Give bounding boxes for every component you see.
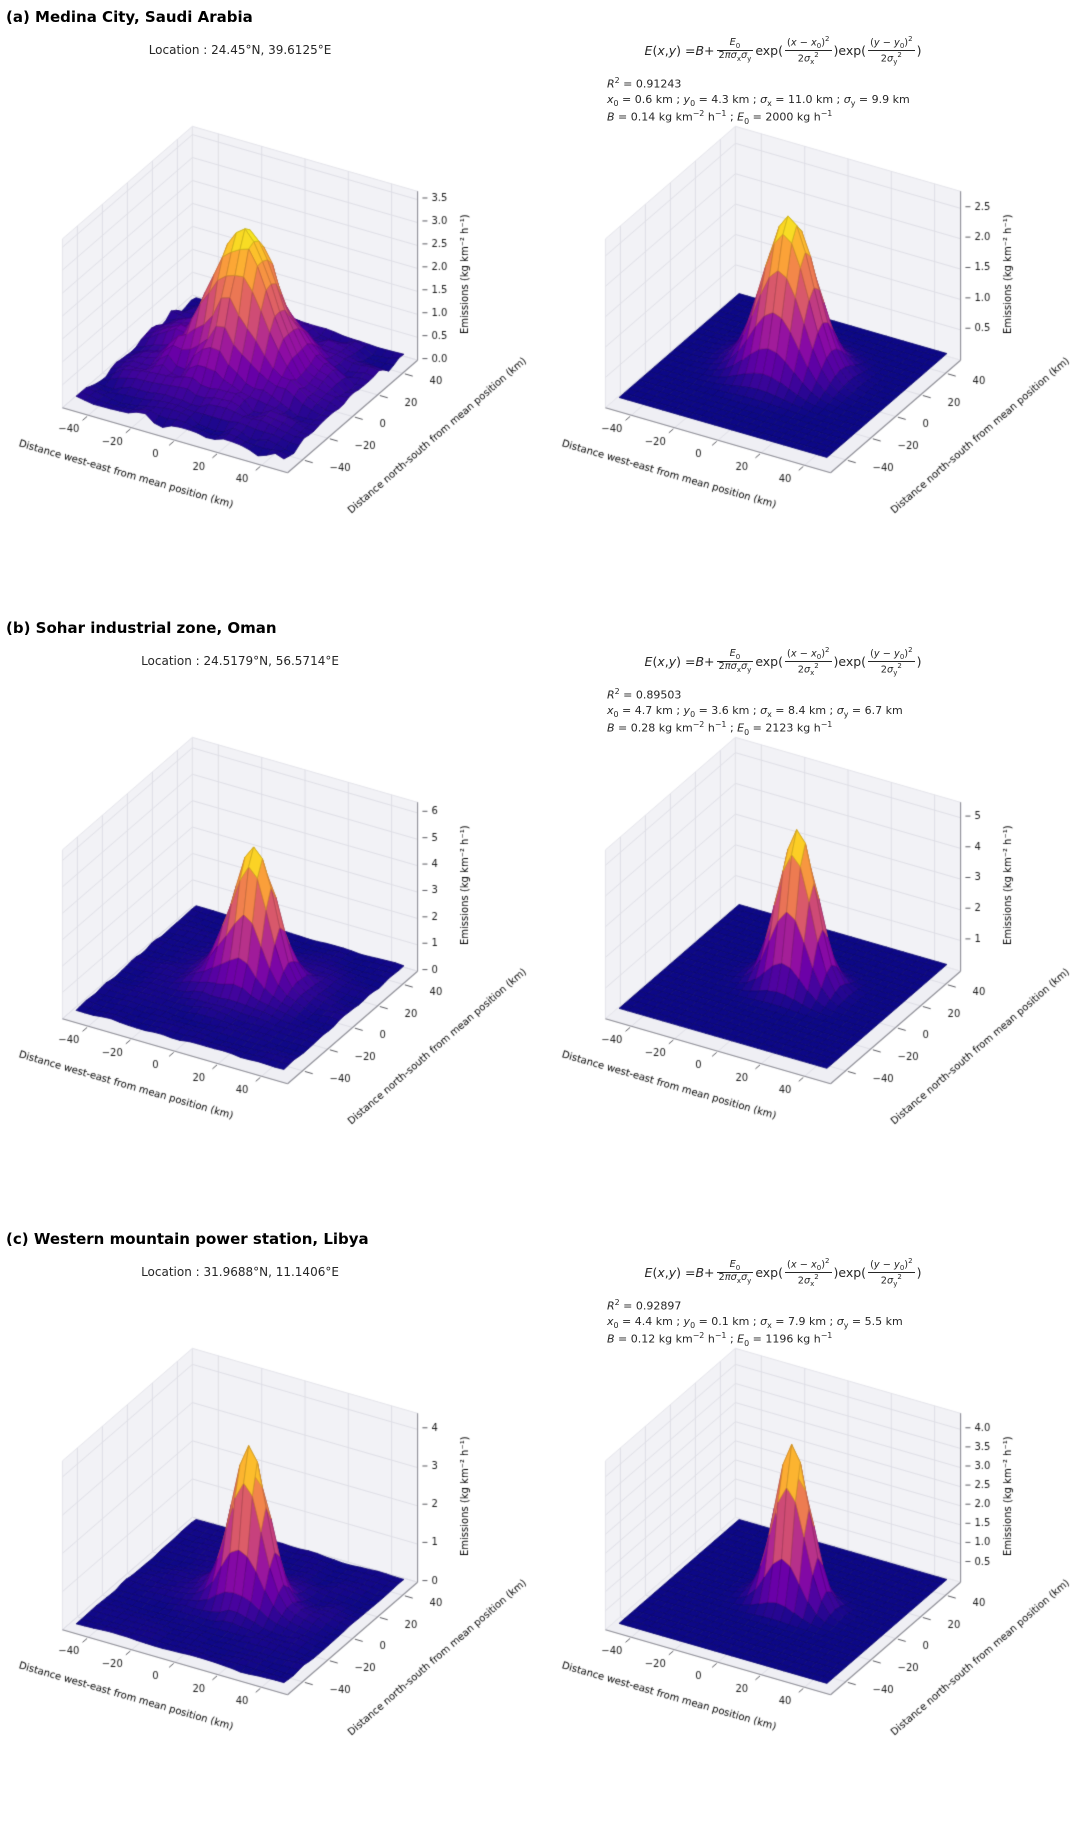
observed-surface-canvas-c — [0, 1294, 543, 1806]
fit-stats-a: R2 = 0.91243 x0 = 0.6 km ; y0 = 4.3 km ;… — [607, 76, 910, 128]
observed-surface-figure-b: Location : 24.5179°N, 56.5714°E — [0, 639, 543, 1195]
location-subtitle-a: Location : 24.45°N, 39.6125°E — [148, 43, 332, 57]
fit-equation-b: E(x, y) = B + E0 2πσxσy exp((x − x0)2 2σx2)… — [644, 644, 922, 677]
section-title-a: (a) Medina City, Saudi Arabia — [6, 8, 253, 26]
fit-equation-a: E(x, y) = B + E0 2πσxσy exp((x − x0)2 2σx2)… — [644, 33, 922, 66]
section-title-c: (c) Western mountain power station, Liby… — [6, 1230, 369, 1248]
fit-stats-c: R2 = 0.92897 x0 = 4.4 km ; y0 = 0.1 km ;… — [607, 1298, 903, 1350]
fit-params-line-b: x0 = 4.7 km ; y0 = 3.6 km ; σx = 8.4 km … — [607, 703, 903, 719]
observed-surface-figure-a: Location : 24.45°N, 39.6125°E — [0, 28, 543, 584]
r-squared-line-c: R2 = 0.92897 — [607, 1298, 682, 1313]
location-subtitle-c: Location : 31.9688°N, 11.1406°E — [141, 1265, 339, 1279]
fitted-surface-canvas-a — [543, 72, 1086, 584]
section-b: (b) Sohar industrial zone, Oman Location… — [0, 611, 1087, 1222]
fitted-surface-figure-c: E(x, y) = B + E0 2πσxσy exp((x − x0)2 2σx2)… — [543, 1250, 1086, 1806]
fitted-surface-canvas-c — [543, 1294, 1086, 1806]
fit-baseline-line-c: B = 0.12 kg km−2 h−1 ; E0 = 1196 kg h−1 — [607, 1331, 833, 1349]
observed-surface-figure-c: Location : 31.9688°N, 11.1406°E — [0, 1250, 543, 1806]
section-title-b: (b) Sohar industrial zone, Oman — [6, 619, 277, 637]
fit-equation-c: E(x, y) = B + E0 2πσxσy exp((x − x0)2 2σx2)… — [644, 1255, 922, 1288]
r-squared-line-a: R2 = 0.91243 — [607, 76, 682, 91]
figure-row-b: Location : 24.5179°N, 56.5714°E E(x, y) … — [0, 639, 1087, 1195]
figure-row-c: Location : 31.9688°N, 11.1406°E E(x, y) … — [0, 1250, 1087, 1806]
location-subtitle-b: Location : 24.5179°N, 56.5714°E — [141, 654, 339, 668]
fit-stats-b: R2 = 0.89503 x0 = 4.7 km ; y0 = 3.6 km ;… — [607, 687, 903, 739]
section-c: (c) Western mountain power station, Liby… — [0, 1222, 1087, 1833]
section-a: (a) Medina City, Saudi Arabia Location :… — [0, 0, 1087, 611]
fit-baseline-line-a: B = 0.14 kg km−2 h−1 ; E0 = 2000 kg h−1 — [607, 109, 833, 127]
fitted-surface-figure-b: E(x, y) = B + E0 2πσxσy exp((x − x0)2 2σx2)… — [543, 639, 1086, 1195]
observed-surface-canvas-a — [0, 72, 543, 584]
figure-row-a: Location : 24.45°N, 39.6125°E E(x, y) = … — [0, 28, 1087, 584]
fit-params-line-a: x0 = 0.6 km ; y0 = 4.3 km ; σx = 11.0 km… — [607, 92, 910, 108]
observed-surface-canvas-b — [0, 683, 543, 1195]
fit-baseline-line-b: B = 0.28 kg km−2 h−1 ; E0 = 2123 kg h−1 — [607, 720, 833, 738]
fitted-surface-figure-a: E(x, y) = B + E0 2πσxσy exp((x − x0)2 2σx2)… — [543, 28, 1086, 584]
fit-params-line-c: x0 = 4.4 km ; y0 = 0.1 km ; σx = 7.9 km … — [607, 1314, 903, 1330]
r-squared-line-b: R2 = 0.89503 — [607, 687, 682, 702]
fitted-surface-canvas-b — [543, 683, 1086, 1195]
